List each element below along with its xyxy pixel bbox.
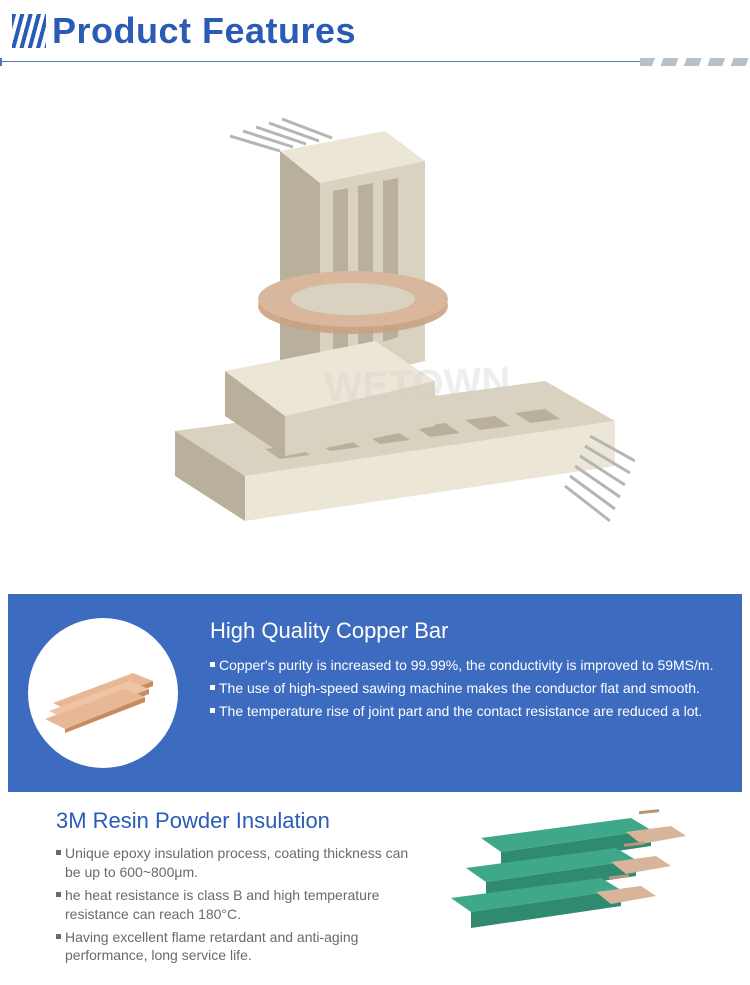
page-header: Product Features (0, 0, 750, 58)
copper-bullet: The temperature rise of joint part and t… (210, 702, 714, 721)
resin-title: 3M Resin Powder Insulation (56, 808, 416, 834)
resin-bars-image (436, 808, 696, 958)
copper-bullet: Copper's purity is increased to 99.99%, … (210, 656, 714, 675)
copper-bar-image (28, 618, 178, 768)
bullet-text: The temperature rise of joint part and t… (219, 702, 702, 721)
resin-bullet: he heat resistance is class B and high t… (56, 886, 416, 924)
copper-strips-icon (43, 653, 163, 733)
resin-body: 3M Resin Powder Insulation Unique epoxy … (16, 808, 436, 969)
copper-bullet: The use of high-speed sawing machine mak… (210, 679, 714, 698)
hero-illustration: WETOWN (0, 66, 750, 586)
bullet-text: Copper's purity is increased to 99.99%, … (219, 656, 713, 675)
copper-title: High Quality Copper Bar (210, 618, 714, 644)
page-title: Product Features (52, 10, 356, 52)
copper-section: High Quality Copper Bar Copper's purity … (8, 594, 742, 792)
header-stripe-icon (12, 14, 46, 48)
copper-body: High Quality Copper Bar Copper's purity … (210, 618, 714, 725)
bullet-text: Unique epoxy insulation process, coating… (65, 844, 416, 882)
busway-3d-icon: WETOWN (115, 81, 635, 571)
resin-section: 3M Resin Powder Insulation Unique epoxy … (0, 800, 750, 985)
bullet-text: The use of high-speed sawing machine mak… (219, 679, 700, 698)
resin-bullet: Unique epoxy insulation process, coating… (56, 844, 416, 882)
bullet-text: he heat resistance is class B and high t… (65, 886, 416, 924)
resin-bars-icon (441, 808, 691, 958)
svg-text:WETOWN: WETOWN (324, 360, 511, 410)
resin-bullet: Having excellent flame retardant and ant… (56, 928, 416, 966)
bullet-text: Having excellent flame retardant and ant… (65, 928, 416, 966)
header-underline (0, 58, 750, 66)
